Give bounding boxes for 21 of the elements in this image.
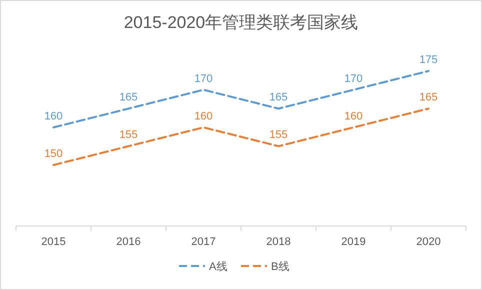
legend-label: A线 [209,260,228,273]
x-tick-label: 2017 [191,236,216,248]
data-label: 175 [419,54,438,66]
data-label: 160 [344,110,363,122]
data-label: 160 [194,110,213,122]
data-label: 165 [119,92,138,104]
data-label: 155 [269,129,288,142]
data-label: 170 [194,72,213,85]
data-label: 155 [119,129,138,142]
x-tick-label: 2016 [116,236,141,248]
x-tick-label: 2020 [416,236,441,248]
x-tick-label: 2018 [266,236,291,248]
title: 2015-2020年管理类联考国家线 [124,13,358,32]
data-label: 165 [419,92,438,104]
data-label: 160 [44,110,63,122]
x-tick-label: 2015 [41,236,66,248]
legend-label: B线 [271,260,290,273]
data-label: 150 [44,148,63,160]
data-label: 165 [269,92,288,104]
x-tick-label: 2019 [341,236,366,248]
data-label: 170 [344,72,363,85]
